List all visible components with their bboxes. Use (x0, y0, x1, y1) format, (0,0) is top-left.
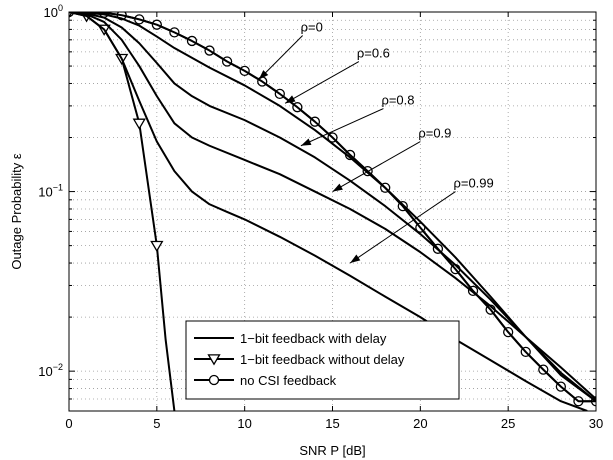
data-point-circle (208, 374, 220, 386)
y-tick-label: 100 (44, 3, 63, 20)
series-ρ=0.99 (69, 12, 588, 411)
annotation-arrow (349, 191, 456, 264)
y-tick-label: 10−2 (38, 362, 63, 379)
annotation-label: ρ=0.99 (453, 176, 493, 191)
annotation: ρ=0.99 (349, 176, 494, 264)
annotation-arrow (332, 141, 421, 193)
annotation-arrow (300, 108, 384, 147)
arrow-head (332, 183, 343, 192)
x-tick-label: 5 (153, 416, 160, 431)
legend-entry: no CSI feedback (194, 373, 337, 388)
arrow-head (300, 138, 312, 146)
legend-entry: 1−bit feedback without delay (194, 352, 405, 367)
annotation: ρ=0.9 (332, 126, 451, 193)
legend-entry: 1−bit feedback with delay (194, 331, 387, 346)
annotation: ρ=0.8 (300, 93, 415, 147)
arrow-head (285, 95, 296, 104)
series-ρ=0.9 (69, 12, 596, 400)
annotation-arrow (258, 35, 303, 81)
x-tick-label: 0 (65, 416, 72, 431)
arrow-head (350, 254, 361, 264)
x-tick-label: 25 (501, 416, 515, 431)
annotations: ρ=0 ρ=0.6 ρ=0.8 ρ=0.9 ρ=0.99 (258, 19, 494, 264)
annotation-label: ρ=0.6 (357, 46, 390, 61)
series-line (69, 12, 588, 411)
series-ρ=0.6 (69, 12, 596, 403)
x-axis-label: SNR P [dB] (299, 443, 365, 458)
legend: 1−bit feedback with delay 1−bit feedback … (185, 320, 460, 400)
series-1−bit-feedback-without-delay (69, 12, 176, 411)
annotation-label: ρ=0.9 (418, 126, 451, 141)
ticks: 0 5 10 15 20 25 30 100 10−1 10−2 (38, 3, 603, 431)
data-point-triangle (207, 354, 221, 366)
series-line (69, 12, 596, 403)
data-point-triangle (150, 240, 164, 253)
series-ρ=0.8 (69, 12, 596, 403)
annotation: ρ=0.6 (284, 46, 390, 104)
annotation-label: ρ=0.8 (381, 93, 414, 108)
series-layer (69, 12, 596, 411)
legend-label: 1−bit feedback without delay (240, 352, 405, 367)
x-tick-label: 20 (413, 416, 427, 431)
annotation-arrow (284, 61, 360, 104)
legend-label: 1−bit feedback with delay (240, 331, 387, 346)
data-point-triangle (132, 118, 146, 130)
series-line (69, 12, 596, 403)
annotation-label: ρ=0 (301, 19, 323, 34)
y-tick-label: 10−1 (38, 183, 63, 200)
series-line (69, 12, 596, 403)
y-axis-label: Outage Probability ε (9, 153, 24, 270)
x-tick-label: 15 (325, 416, 339, 431)
arrow-head (258, 70, 269, 80)
legend-label: no CSI feedback (240, 373, 337, 388)
x-tick-label: 30 (589, 416, 603, 431)
series-ρ=0 (69, 12, 596, 403)
x-tick-label: 10 (237, 416, 251, 431)
series-line (69, 12, 596, 400)
annotation: ρ=0 (258, 19, 323, 81)
series-line (69, 12, 176, 411)
